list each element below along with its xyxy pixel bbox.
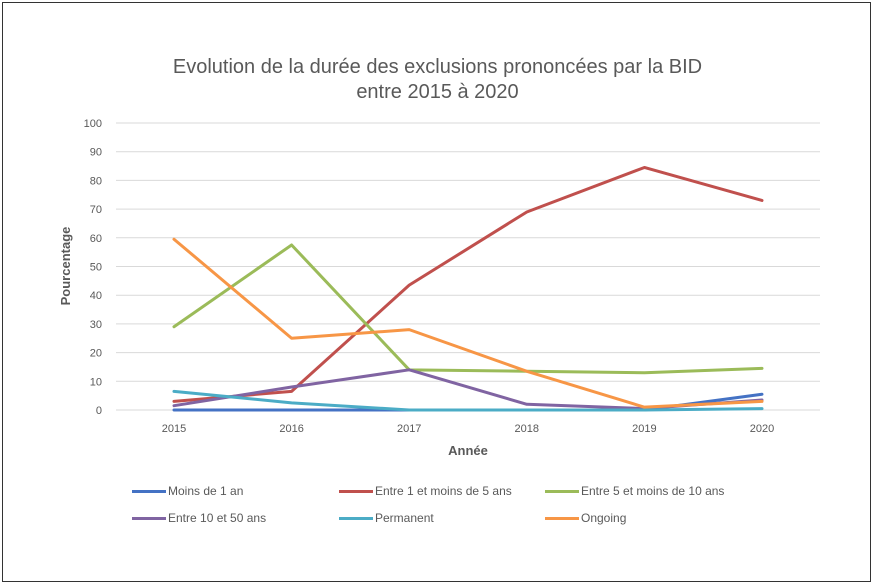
x-axis-label: Année — [448, 443, 488, 458]
legend-swatch — [339, 516, 373, 520]
series-line-4 — [172, 389, 764, 412]
x-tick-label: 2017 — [397, 423, 421, 435]
legend-label: Permanent — [375, 511, 434, 525]
legend-item: Ongoing — [545, 511, 626, 525]
legend-item: Permanent — [339, 511, 434, 525]
legend-swatch — [339, 489, 373, 493]
x-tick-label: 2020 — [750, 423, 774, 435]
y-tick-label: 10 — [90, 376, 102, 388]
legend-swatch — [132, 516, 166, 520]
legend-label: Moins de 1 an — [168, 484, 244, 498]
x-tick-label: 2018 — [515, 423, 539, 435]
legend-swatch — [545, 489, 579, 493]
y-axis-label: Pourcentage — [58, 227, 73, 306]
legend-item: Entre 10 et 50 ans — [132, 511, 266, 525]
series-line-5 — [172, 237, 764, 409]
legend-label: Entre 10 et 50 ans — [168, 511, 267, 525]
legend-item: Entre 1 et moins de 5 ans — [339, 484, 512, 498]
series-line-2 — [172, 243, 764, 375]
y-tick-label: 70 — [90, 204, 102, 216]
y-tick-label: 90 — [90, 147, 102, 159]
legend-label: Entre 1 et moins de 5 ans — [375, 484, 512, 498]
x-tick-label: 2016 — [279, 423, 303, 435]
legend-item: Entre 5 et moins de 10 ans — [545, 484, 724, 498]
series-line-1 — [172, 165, 764, 403]
x-tick-label: 2019 — [632, 423, 656, 435]
y-tick-label: 30 — [90, 319, 102, 331]
legend-swatch — [545, 516, 579, 520]
chart-title: Evolution de la durée des exclusions pro… — [172, 56, 703, 78]
y-tick-label: 50 — [90, 262, 102, 274]
series-line-3 — [172, 368, 764, 411]
x-tick-label: 2015 — [162, 423, 186, 435]
y-tick-label: 60 — [90, 233, 102, 245]
y-tick-label: 0 — [96, 405, 102, 417]
chart-subtitle: entre 2015 à 2020 — [356, 81, 519, 103]
legend-label: Entre 5 et moins de 10 ans — [581, 484, 725, 498]
y-tick-label: 40 — [90, 290, 102, 302]
legend-item: Moins de 1 an — [132, 484, 243, 498]
y-tick-label: 100 — [84, 118, 102, 130]
legend-label: Ongoing — [581, 511, 627, 525]
legend-swatch — [132, 489, 166, 493]
y-tick-label: 20 — [90, 348, 102, 360]
y-tick-label: 80 — [90, 175, 102, 187]
